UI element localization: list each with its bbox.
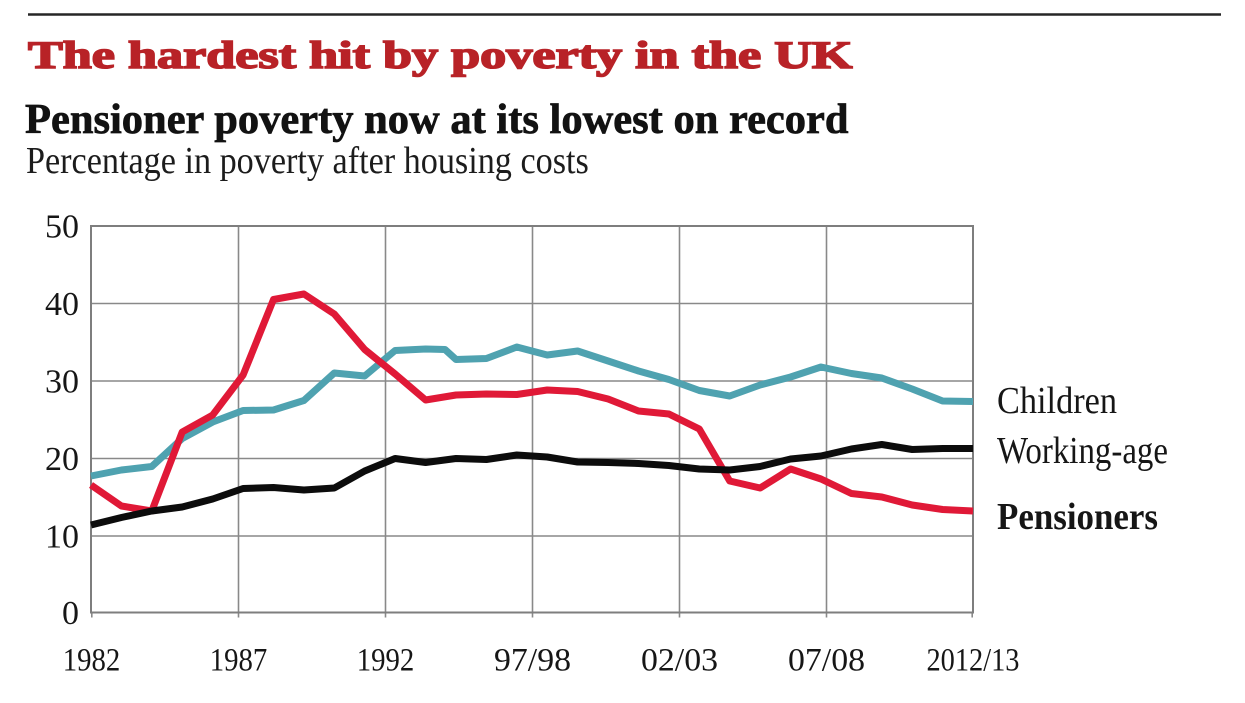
svg-text:Percentage in poverty after ho: Percentage in poverty after housing cost… [26, 139, 589, 181]
svg-text:10: 10 [45, 519, 79, 556]
svg-text:1982: 1982 [63, 643, 121, 679]
svg-text:50: 50 [45, 209, 79, 246]
svg-text:The hardest hit by poverty in: The hardest hit by poverty in the UK [28, 33, 853, 76]
svg-text:Pensioners: Pensioners [997, 496, 1158, 538]
svg-text:1987: 1987 [210, 643, 268, 679]
svg-text:97/98: 97/98 [494, 643, 571, 679]
svg-text:02/03: 02/03 [641, 643, 718, 679]
svg-text:20: 20 [45, 441, 79, 478]
svg-text:30: 30 [45, 364, 79, 401]
svg-text:0: 0 [62, 595, 79, 632]
svg-text:40: 40 [45, 286, 79, 323]
svg-text:Pensioner poverty now at its l: Pensioner poverty now at its lowest on r… [25, 96, 849, 143]
svg-text:Working-age: Working-age [997, 430, 1168, 472]
svg-text:1992: 1992 [357, 643, 415, 679]
svg-text:Children: Children [997, 380, 1117, 422]
svg-text:07/08: 07/08 [788, 643, 865, 679]
svg-text:2012/13: 2012/13 [927, 643, 1020, 679]
